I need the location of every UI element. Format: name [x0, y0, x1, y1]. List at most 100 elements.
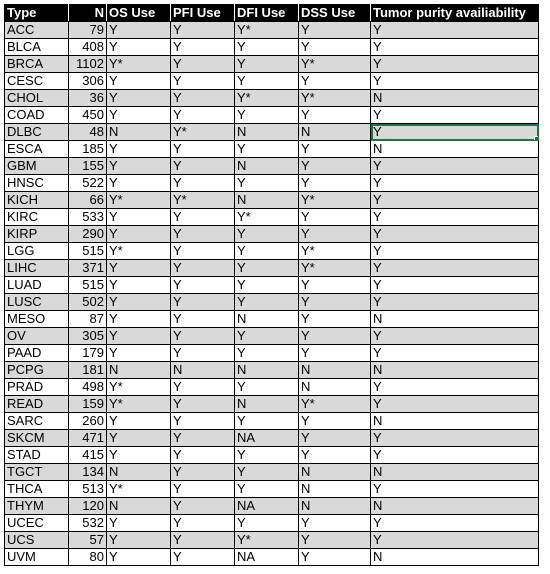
cell-os-use[interactable]: Y [106, 429, 171, 447]
cell-dfi-use[interactable]: NA [234, 429, 299, 447]
cell-os-use[interactable]: Y [106, 344, 171, 362]
cell-n[interactable]: 532 [68, 514, 107, 532]
cell-dfi-use[interactable]: Y [234, 327, 299, 345]
cell-dfi-use[interactable]: Y [234, 174, 299, 192]
cell-os-use[interactable]: N [106, 463, 171, 481]
cell-type[interactable]: SARC [4, 412, 69, 430]
cell-dss-use[interactable]: Y* [298, 259, 371, 277]
cell-type[interactable]: CESC [4, 72, 69, 90]
cell-os-use[interactable]: N [106, 361, 171, 379]
cell-n[interactable]: 515 [68, 242, 107, 260]
cell-pfi-use[interactable]: Y [170, 395, 235, 413]
cell-dss-use[interactable]: Y [298, 548, 371, 566]
cell-pfi-use[interactable]: Y [170, 242, 235, 260]
header-dss-use[interactable]: DSS Use [298, 4, 371, 22]
cell-n[interactable]: 305 [68, 327, 107, 345]
cell-dfi-use[interactable]: N [234, 395, 299, 413]
cell-tumor-purity[interactable]: Y [370, 480, 539, 498]
cell-type[interactable]: STAD [4, 446, 69, 464]
cell-dss-use[interactable]: Y* [298, 395, 371, 413]
cell-dfi-use[interactable]: Y [234, 344, 299, 362]
cell-tumor-purity[interactable]: Y [370, 123, 539, 141]
cell-n[interactable]: 415 [68, 446, 107, 464]
cell-tumor-purity[interactable]: Y [370, 38, 539, 56]
cell-pfi-use[interactable]: Y [170, 446, 235, 464]
cell-type[interactable]: KIRC [4, 208, 69, 226]
cell-pfi-use[interactable]: Y [170, 344, 235, 362]
cell-dss-use[interactable]: N [298, 123, 371, 141]
cell-dfi-use[interactable]: Y [234, 446, 299, 464]
cell-dfi-use[interactable]: Y [234, 259, 299, 277]
cell-dss-use[interactable]: N [298, 497, 371, 515]
cell-tumor-purity[interactable]: N [370, 361, 539, 379]
cell-n[interactable]: 79 [68, 21, 107, 39]
cell-dfi-use[interactable]: NA [234, 497, 299, 515]
cell-type[interactable]: CHOL [4, 89, 69, 107]
cell-tumor-purity[interactable]: Y [370, 208, 539, 226]
cell-os-use[interactable]: Y [106, 412, 171, 430]
cell-dss-use[interactable]: Y [298, 106, 371, 124]
cell-dss-use[interactable]: Y [298, 208, 371, 226]
cell-type[interactable]: LGG [4, 242, 69, 260]
cell-tumor-purity[interactable]: Y [370, 106, 539, 124]
cell-os-use[interactable]: Y [106, 72, 171, 90]
cell-os-use[interactable]: Y [106, 157, 171, 175]
cell-n[interactable]: 522 [68, 174, 107, 192]
cell-dfi-use[interactable]: Y [234, 106, 299, 124]
cell-pfi-use[interactable]: Y [170, 38, 235, 56]
cell-pfi-use[interactable]: Y [170, 259, 235, 277]
cell-type[interactable]: PAAD [4, 344, 69, 362]
cell-pfi-use[interactable]: N [170, 361, 235, 379]
cell-dss-use[interactable]: Y* [298, 55, 371, 73]
cell-type[interactable]: UCEC [4, 514, 69, 532]
cell-pfi-use[interactable]: Y [170, 463, 235, 481]
cell-tumor-purity[interactable]: Y [370, 72, 539, 90]
cell-type[interactable]: THYM [4, 497, 69, 515]
cell-dss-use[interactable]: Y [298, 412, 371, 430]
cell-os-use[interactable]: Y [106, 514, 171, 532]
cell-n[interactable]: 408 [68, 38, 107, 56]
cell-type[interactable]: LUAD [4, 276, 69, 294]
cell-n[interactable]: 159 [68, 395, 107, 413]
cell-dfi-use[interactable]: Y* [234, 89, 299, 107]
cell-dss-use[interactable]: Y [298, 157, 371, 175]
cell-dfi-use[interactable]: Y [234, 480, 299, 498]
cell-type[interactable]: LIHC [4, 259, 69, 277]
cell-dfi-use[interactable]: Y [234, 38, 299, 56]
cell-pfi-use[interactable]: Y [170, 378, 235, 396]
cell-type[interactable]: UVM [4, 548, 69, 566]
cell-type[interactable]: COAD [4, 106, 69, 124]
cell-type[interactable]: KICH [4, 191, 69, 209]
cell-tumor-purity[interactable]: N [370, 140, 539, 158]
cell-type[interactable]: TGCT [4, 463, 69, 481]
cell-os-use[interactable]: Y* [106, 242, 171, 260]
cell-tumor-purity[interactable]: Y [370, 446, 539, 464]
cell-pfi-use[interactable]: Y [170, 225, 235, 243]
cell-type[interactable]: DLBC [4, 123, 69, 141]
cell-dss-use[interactable]: Y [298, 276, 371, 294]
header-tumor-purity[interactable]: Tumor purity availiability [370, 4, 539, 22]
cell-dfi-use[interactable]: N [234, 310, 299, 328]
cell-dfi-use[interactable]: N [234, 361, 299, 379]
cell-dfi-use[interactable]: N [234, 191, 299, 209]
cell-os-use[interactable]: Y [106, 531, 171, 549]
cell-tumor-purity[interactable]: Y [370, 514, 539, 532]
cell-dss-use[interactable]: Y [298, 140, 371, 158]
cell-dss-use[interactable]: Y [298, 38, 371, 56]
cell-n[interactable]: 57 [68, 531, 107, 549]
cell-tumor-purity[interactable]: N [370, 548, 539, 566]
header-n[interactable]: N [68, 4, 107, 22]
cell-pfi-use[interactable]: Y [170, 55, 235, 73]
cell-dss-use[interactable]: Y [298, 327, 371, 345]
cell-tumor-purity[interactable]: Y [370, 293, 539, 311]
cell-dfi-use[interactable]: Y [234, 242, 299, 260]
cell-dfi-use[interactable]: Y [234, 55, 299, 73]
cell-tumor-purity[interactable]: Y [370, 378, 539, 396]
cell-n[interactable]: 450 [68, 106, 107, 124]
cell-dfi-use[interactable]: Y [234, 140, 299, 158]
cell-pfi-use[interactable]: Y [170, 140, 235, 158]
cell-n[interactable]: 471 [68, 429, 107, 447]
cell-type[interactable]: BLCA [4, 38, 69, 56]
cell-n[interactable]: 179 [68, 344, 107, 362]
header-type[interactable]: Type [4, 4, 69, 22]
